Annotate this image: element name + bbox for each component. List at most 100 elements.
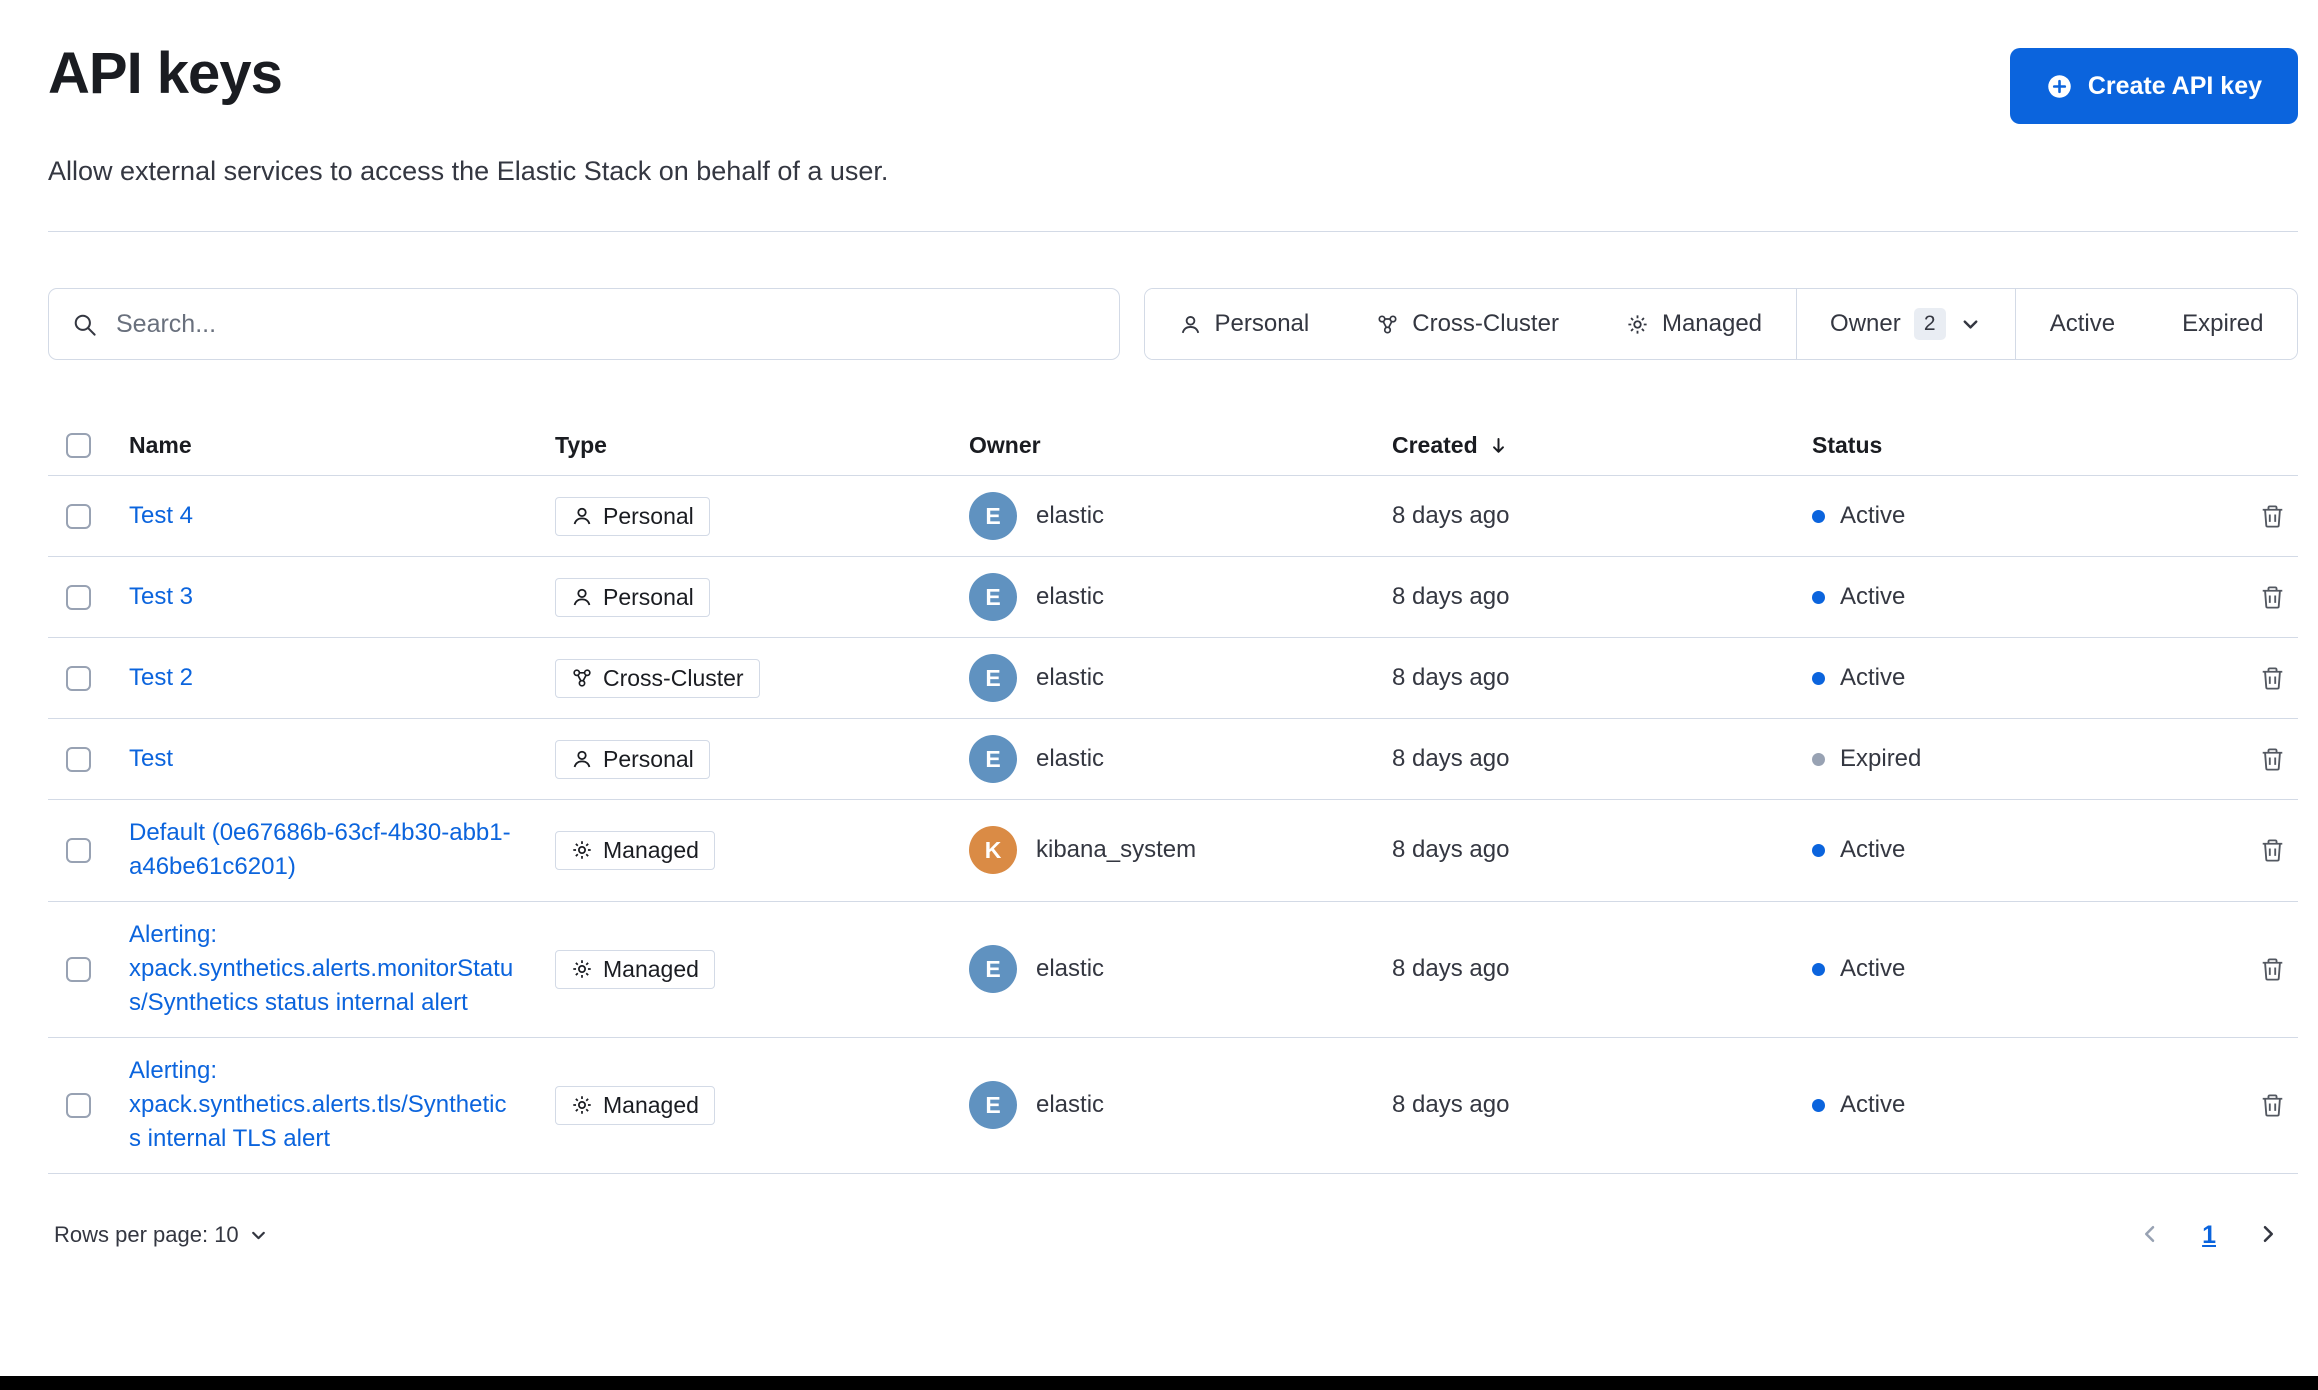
delete-api-key-button[interactable] bbox=[2255, 1088, 2290, 1123]
status-dot bbox=[1812, 509, 1825, 523]
page-subtitle: Allow external services to access the El… bbox=[48, 156, 889, 186]
filter-expired[interactable]: Expired bbox=[2148, 289, 2297, 359]
filter-managed[interactable]: Managed bbox=[1592, 289, 1796, 359]
status-dot bbox=[1812, 590, 1825, 604]
filter-owner[interactable]: Owner 2 bbox=[1795, 289, 2016, 359]
row-checkbox[interactable] bbox=[66, 746, 91, 772]
type-badge: Managed bbox=[555, 830, 715, 870]
user-icon bbox=[1181, 315, 1199, 333]
created-value: 8 days ago bbox=[1392, 583, 1510, 610]
row-checkbox[interactable] bbox=[66, 956, 91, 982]
owner-avatar: E bbox=[969, 492, 1017, 540]
next-page-button[interactable] bbox=[2252, 1218, 2284, 1253]
row-checkbox[interactable] bbox=[66, 503, 91, 529]
chevron-right-icon bbox=[2263, 1225, 2274, 1242]
api-key-name-link[interactable]: Test 4 bbox=[129, 501, 194, 529]
cluster-icon bbox=[1378, 314, 1397, 334]
api-key-name-link[interactable]: Default (0e67686b-63cf-4b30-abb1-a46be61… bbox=[129, 819, 511, 881]
status-dot bbox=[1812, 671, 1825, 685]
owner-name: elastic bbox=[1036, 502, 1105, 529]
owner-avatar: E bbox=[969, 735, 1017, 783]
delete-api-key-button[interactable] bbox=[2255, 833, 2290, 868]
cluster-icon bbox=[571, 667, 593, 689]
api-keys-table: Name Type Owner Created Status bbox=[48, 416, 2298, 1174]
filter-cross-cluster[interactable]: Cross-Cluster bbox=[1342, 289, 1593, 359]
type-badge: Personal bbox=[555, 577, 710, 617]
owner-avatar: K bbox=[969, 826, 1017, 875]
table-body: Test 4 Personal E elastic 8 days ago Act… bbox=[48, 476, 2298, 1174]
row-checkbox[interactable] bbox=[66, 584, 91, 610]
column-header-created[interactable]: Created bbox=[1392, 432, 1812, 459]
status-dot bbox=[1812, 752, 1825, 766]
chevron-down-icon bbox=[1963, 319, 1978, 329]
pagination: 1 bbox=[2134, 1218, 2298, 1253]
status-label: Active bbox=[1840, 502, 1906, 529]
create-api-key-label: Create API key bbox=[2087, 71, 2262, 100]
owner-count-badge: 2 bbox=[1913, 308, 1946, 340]
table-row: Test 2 Cross-Cluster E elastic 8 days ag… bbox=[48, 638, 2298, 719]
delete-api-key-button[interactable] bbox=[2255, 661, 2290, 696]
filter-expired-label: Expired bbox=[2182, 310, 2264, 337]
filter-active[interactable]: Active bbox=[2015, 289, 2149, 359]
row-checkbox[interactable] bbox=[66, 1092, 91, 1118]
rows-per-page-button[interactable]: Rows per page: 10 bbox=[48, 1221, 275, 1249]
api-key-name-link[interactable]: Alerting: xpack.synthetics.alerts.tls/Sy… bbox=[129, 1056, 507, 1153]
api-key-name-link[interactable]: Alerting: xpack.synthetics.alerts.monito… bbox=[129, 920, 514, 1017]
delete-api-key-button[interactable] bbox=[2255, 952, 2290, 987]
status-dot bbox=[1812, 962, 1825, 976]
create-api-key-button[interactable]: Create API key bbox=[2009, 48, 2298, 124]
delete-api-key-button[interactable] bbox=[2255, 499, 2290, 534]
status-dot bbox=[1812, 843, 1825, 857]
chevron-left-icon bbox=[2145, 1225, 2155, 1242]
column-header-name[interactable]: Name bbox=[129, 432, 192, 458]
created-value: 8 days ago bbox=[1392, 836, 1510, 864]
user-icon bbox=[571, 586, 593, 608]
search-box bbox=[48, 288, 1120, 360]
search-input[interactable] bbox=[114, 308, 1097, 340]
delete-api-key-button[interactable] bbox=[2255, 580, 2290, 615]
toolbar: Personal Cross-Cluster Managed Owner 2 bbox=[48, 288, 2298, 360]
status-label: Active bbox=[1840, 836, 1906, 864]
created-value: 8 days ago bbox=[1392, 502, 1510, 529]
api-key-name-link[interactable]: Test 2 bbox=[129, 663, 194, 691]
table-row: Test 3 Personal E elastic 8 days ago Act… bbox=[48, 557, 2298, 638]
filter-owner-label: Owner bbox=[1830, 310, 1901, 337]
gear-icon bbox=[571, 839, 593, 861]
gear-icon bbox=[571, 1094, 593, 1116]
table-footer: Rows per page: 10 1 bbox=[48, 1218, 2298, 1253]
owner-name: elastic bbox=[1036, 1091, 1105, 1119]
status-label: Active bbox=[1840, 1091, 1906, 1119]
created-value: 8 days ago bbox=[1392, 955, 1510, 983]
created-value: 8 days ago bbox=[1392, 1091, 1510, 1119]
user-icon bbox=[571, 505, 593, 527]
chevron-down-icon bbox=[251, 1231, 265, 1239]
column-header-status[interactable]: Status bbox=[1812, 432, 1883, 458]
created-value: 8 days ago bbox=[1392, 664, 1510, 691]
status-label: Expired bbox=[1840, 745, 1922, 772]
filter-cross-cluster-label: Cross-Cluster bbox=[1412, 310, 1559, 337]
table-row: Alerting: xpack.synthetics.alerts.tls/Sy… bbox=[48, 1038, 2298, 1174]
row-checkbox[interactable] bbox=[66, 837, 91, 863]
owner-avatar: E bbox=[969, 945, 1017, 994]
filter-personal[interactable]: Personal bbox=[1145, 289, 1343, 359]
created-value: 8 days ago bbox=[1392, 745, 1510, 772]
table-row: Default (0e67686b-63cf-4b30-abb1-a46be61… bbox=[48, 800, 2298, 902]
owner-name: elastic bbox=[1036, 745, 1105, 772]
column-header-type[interactable]: Type bbox=[555, 432, 607, 458]
column-header-owner[interactable]: Owner bbox=[969, 432, 1041, 458]
owner-name: elastic bbox=[1036, 583, 1105, 610]
row-checkbox[interactable] bbox=[66, 665, 91, 691]
status-label: Active bbox=[1840, 664, 1906, 691]
plus-in-circle-icon bbox=[2048, 74, 2071, 98]
api-key-name-link[interactable]: Test bbox=[129, 744, 174, 772]
search-icon bbox=[74, 314, 96, 336]
gear-icon bbox=[1628, 314, 1647, 334]
page-number-1[interactable]: 1 bbox=[2202, 1220, 2216, 1249]
filter-group: Personal Cross-Cluster Managed Owner 2 bbox=[1144, 288, 2298, 360]
select-all-checkbox[interactable] bbox=[66, 433, 91, 458]
api-key-name-link[interactable]: Test 3 bbox=[129, 582, 194, 610]
table-row: Alerting: xpack.synthetics.alerts.monito… bbox=[48, 902, 2298, 1038]
status-label: Active bbox=[1840, 583, 1906, 610]
delete-api-key-button[interactable] bbox=[2255, 742, 2290, 777]
owner-avatar: E bbox=[969, 654, 1017, 702]
